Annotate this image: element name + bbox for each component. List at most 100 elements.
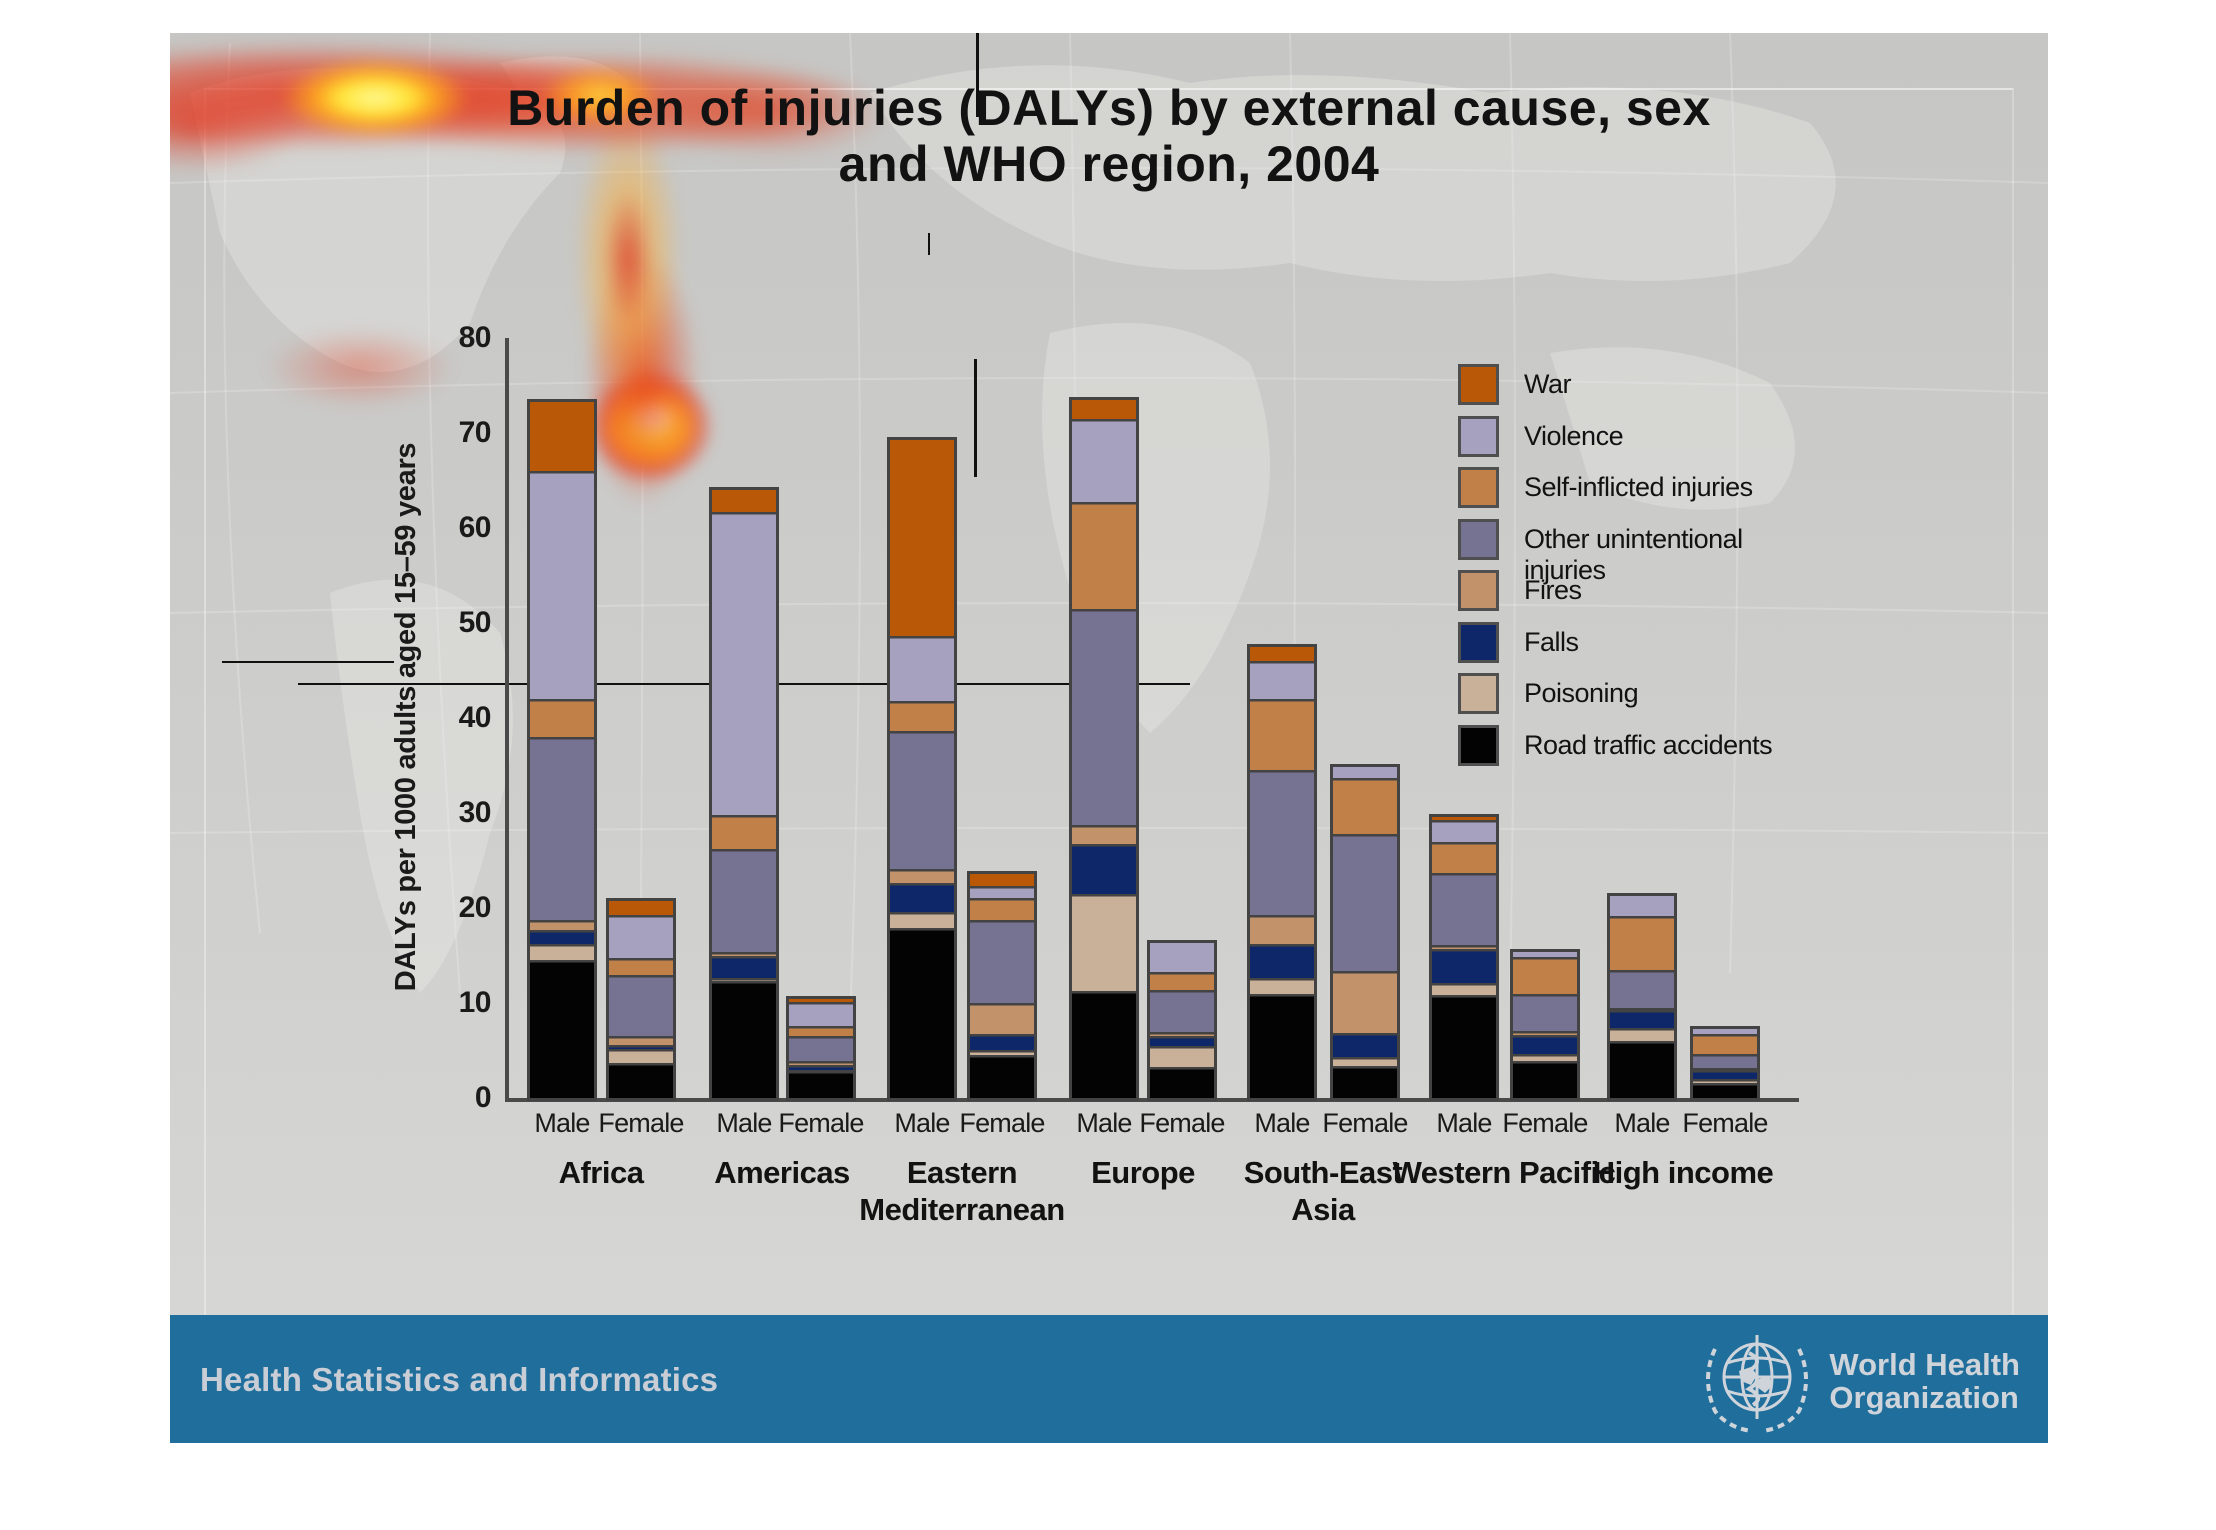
segment-road_traffic <box>609 1062 673 1098</box>
bar-eastern-mediterranean-male <box>890 439 954 1098</box>
region-label-line: Asia <box>1291 1192 1355 1227</box>
legend-label-other_unintentional: Other unintentional injuries <box>1524 523 1743 585</box>
region-label-line: Africa <box>558 1155 644 1190</box>
segment-poisoning <box>1693 1079 1757 1083</box>
segment-fires <box>1250 914 1314 945</box>
segment-war <box>609 901 673 915</box>
segment-road_traffic <box>1432 995 1496 1098</box>
segment-fires <box>1610 1007 1674 1010</box>
segment-self_inflicted <box>1250 699 1314 771</box>
segment-other_unintentional <box>890 731 954 870</box>
segment-self_inflicted <box>890 700 954 732</box>
artifact-line-horizontal-short <box>222 661 394 663</box>
legend-label-poisoning: Poisoning <box>1524 678 1639 708</box>
segment-poisoning <box>609 1048 673 1063</box>
y-tick-label: 50 <box>458 606 492 639</box>
segment-fires <box>609 1036 673 1045</box>
segment-poisoning <box>1610 1027 1674 1041</box>
segment-self_inflicted <box>789 1025 853 1037</box>
segment-road_traffic <box>530 960 594 1098</box>
region-label-europe: Europe <box>1023 1154 1263 1191</box>
legend-swatch-road_traffic <box>1458 724 1499 766</box>
y-tick-label: 10 <box>458 986 492 1019</box>
legend-label-violence: Violence <box>1524 420 1624 451</box>
segment-self_inflicted <box>1150 971 1214 990</box>
segment-road_traffic <box>1072 990 1136 1098</box>
y-axis-title: DALYs per 1000 adults aged 15–59 years <box>390 442 422 992</box>
region-label-line: Western Pacific <box>1392 1155 1616 1190</box>
segment-other_unintentional <box>970 920 1034 1003</box>
segment-war <box>530 401 594 471</box>
bar-high-income-male <box>1610 895 1674 1098</box>
segment-falls <box>1693 1069 1757 1079</box>
segment-poisoning <box>1513 1054 1577 1061</box>
bar-western-pacific-female <box>1513 951 1577 1098</box>
segment-road_traffic <box>1693 1082 1757 1098</box>
bar-south-east-asia-male <box>1250 646 1314 1098</box>
bar-europe-male <box>1072 399 1136 1098</box>
x-tick-label-female: Female <box>1682 1108 1768 1138</box>
x-tick-label-female: Female <box>778 1108 864 1138</box>
segment-violence <box>712 511 776 815</box>
segment-violence <box>1333 767 1397 778</box>
bar-americas-female <box>789 999 853 1098</box>
segment-falls <box>530 929 594 945</box>
segment-self_inflicted <box>712 814 776 850</box>
segment-self_inflicted <box>1513 957 1577 994</box>
segment-violence <box>1693 1028 1757 1035</box>
x-tick-label-male: Male <box>1076 1108 1132 1138</box>
who-branding: World Health Organization <box>1699 1327 2020 1435</box>
segment-fires <box>530 920 594 930</box>
slide: Burden of injuries (DALYs) by external c… <box>170 33 2048 1443</box>
segment-falls <box>789 1064 853 1070</box>
region-label-line: Americas <box>714 1155 850 1190</box>
segment-road_traffic <box>1513 1060 1577 1098</box>
segment-self_inflicted <box>530 699 594 737</box>
segment-fires <box>890 869 954 884</box>
region-label-africa: Africa <box>481 1154 721 1191</box>
y-tick-label: 60 <box>458 511 492 544</box>
y-tick-label: 80 <box>458 321 492 354</box>
segment-falls <box>1150 1036 1214 1046</box>
segment-other_unintentional <box>1693 1054 1757 1068</box>
bar-africa-male <box>530 401 594 1098</box>
segment-falls <box>609 1044 673 1049</box>
segment-poisoning <box>789 1069 853 1072</box>
segment-other_unintentional <box>609 974 673 1037</box>
segment-other_unintentional <box>1513 993 1577 1031</box>
segment-violence <box>970 886 1034 898</box>
y-tick-label: 20 <box>458 891 492 924</box>
segment-road_traffic <box>1250 993 1314 1098</box>
segment-self_inflicted <box>1333 777 1397 834</box>
segment-other_unintentional <box>1432 872 1496 946</box>
segment-fires <box>1333 970 1397 1034</box>
who-name-line2: Organization <box>1829 1380 2019 1415</box>
legend-swatch-war <box>1458 364 1499 405</box>
x-tick-label-female: Female <box>1322 1108 1408 1138</box>
segment-fires <box>1150 1032 1214 1037</box>
region-label-americas: Americas <box>662 1154 902 1191</box>
segment-fires <box>1513 1030 1577 1036</box>
segment-war <box>890 439 954 637</box>
segment-other_unintentional <box>1250 770 1314 915</box>
bar-africa-female <box>609 901 673 1098</box>
segment-self_inflicted <box>1072 502 1136 609</box>
segment-falls <box>1072 844 1136 894</box>
y-tick-label: 30 <box>458 796 492 829</box>
bar-south-east-asia-female <box>1333 767 1397 1098</box>
segment-self_inflicted <box>1693 1034 1757 1055</box>
region-label-line: Eastern <box>906 1155 1018 1190</box>
segment-violence <box>1513 951 1577 958</box>
region-label-line: Mediterranean <box>859 1192 1065 1227</box>
segment-self_inflicted <box>609 958 673 975</box>
x-tick-label-female: Female <box>598 1108 684 1138</box>
segment-poisoning <box>1250 978 1314 994</box>
region-label-eastern-mediterranean: Eastern Mediterranean <box>842 1154 1082 1228</box>
legend-label-road_traffic: Road traffic accidents <box>1524 729 1773 760</box>
y-tick-label: 70 <box>458 416 492 449</box>
segment-fires <box>1432 945 1496 949</box>
artifact-line-vertical-small <box>928 233 930 255</box>
x-tick-label-male: Male <box>1254 1108 1310 1138</box>
legend-label-falls: Falls <box>1524 626 1579 657</box>
